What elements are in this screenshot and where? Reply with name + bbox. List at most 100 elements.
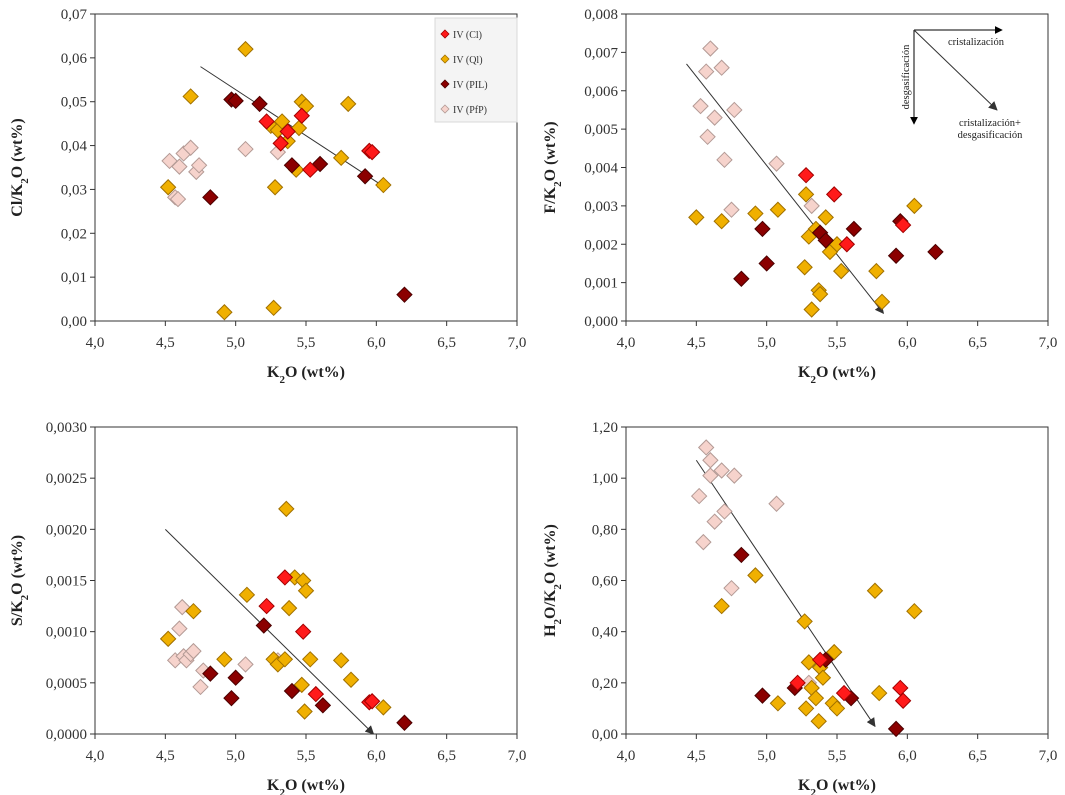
data-point-iv-pfp	[803, 197, 820, 215]
legend-label-iv-pil: IV (PIL)	[453, 80, 488, 91]
crystallization-label: cristalización	[948, 37, 1005, 48]
data-point-iv-cl	[293, 107, 310, 124]
legend-marker-iv-pil	[440, 79, 450, 89]
data-point-iv-pfp	[171, 620, 188, 637]
data-point-iv-pfp	[716, 503, 733, 520]
y-tick-label: 1,20	[592, 420, 618, 436]
y-tick-label: 0,02	[61, 226, 87, 242]
data-point-iv-ql	[375, 699, 392, 716]
data-point-iv-pfp	[169, 190, 187, 208]
x-tick-label: 6,0	[367, 335, 386, 351]
data-point-iv-ql	[866, 582, 884, 599]
y-axis-title: H2O/K2O (wt%)	[542, 524, 564, 637]
data-point-iv-pfp	[726, 467, 743, 484]
data-point-iv-cl	[894, 692, 912, 709]
data-point-iv-pil	[845, 220, 863, 238]
data-point-iv-pfp	[706, 109, 723, 126]
y-tick-label: 0,80	[592, 522, 618, 538]
data-point-iv-pil	[733, 546, 750, 564]
y-tick-label: 0,008	[584, 7, 618, 23]
data-point-iv-cl	[307, 685, 325, 703]
legend-label-iv-pfp: IV (PfP)	[453, 105, 487, 116]
data-point-iv-pfp	[182, 139, 199, 156]
data-point-iv-cl	[302, 161, 319, 178]
data-point-iv-cl	[797, 166, 815, 184]
data-point-iv-pil	[251, 95, 268, 113]
y-tick-label: 0,0025	[46, 471, 87, 487]
data-point-iv-pfp	[697, 63, 715, 80]
x-tick-label: 5,0	[226, 748, 245, 764]
data-point-iv-pil	[887, 720, 905, 738]
y-tick-label: 0,05	[61, 95, 87, 111]
data-point-iv-pfp	[237, 656, 254, 673]
data-point-iv-ql	[807, 689, 825, 707]
data-point-iv-ql	[811, 285, 829, 303]
data-point-iv-ql	[266, 179, 284, 196]
x-tick-label: 6,5	[968, 335, 987, 351]
legend-label-iv-ql: IV (Ql)	[453, 55, 483, 66]
y-tick-label: 0,0010	[46, 625, 87, 641]
y-tick-label: 0,007	[584, 45, 618, 61]
legend-marker-iv-pfp	[440, 104, 450, 114]
data-point-iv-ql	[796, 259, 813, 276]
process-diagram: cristalización desgasificacióncristalizac…	[901, 26, 1023, 141]
y-tick-label: 0,20	[592, 676, 618, 692]
data-point-iv-ql	[828, 700, 846, 717]
data-point-iv-ql	[332, 652, 350, 669]
data-point-iv-cl	[272, 135, 289, 152]
x-tick-label: 4,0	[86, 748, 105, 764]
data-point-iv-ql	[265, 299, 282, 317]
data-point-iv-ql	[713, 213, 730, 230]
data-point-iv-ql	[906, 602, 923, 620]
data-point-iv-ql	[293, 676, 310, 694]
data-point-iv-pil	[758, 255, 775, 272]
trend-arrow	[686, 63, 884, 315]
data-point-iv-cl	[276, 569, 294, 586]
combined-label-line1: cristalización+	[959, 118, 1021, 129]
x-tick-label: 5,0	[757, 748, 776, 764]
data-point-iv-ql	[238, 586, 256, 604]
data-point-iv-pil	[887, 247, 905, 264]
x-tick-label: 4,0	[86, 335, 105, 351]
data-point-iv-cl	[789, 674, 806, 692]
y-tick-label: 0,00	[61, 314, 87, 330]
data-point-iv-ql	[375, 176, 392, 194]
data-point-iv-cl	[258, 113, 275, 130]
legend-marker-iv-cl	[440, 29, 450, 39]
data-point-iv-cl	[894, 216, 912, 234]
data-point-iv-cl	[825, 186, 843, 203]
data-point-iv-pil	[356, 168, 374, 185]
x-tick-label: 5,5	[828, 335, 847, 351]
data-point-iv-pil	[396, 714, 413, 731]
data-point-iv-ql	[297, 582, 315, 599]
data-point-iv-ql	[906, 197, 923, 215]
data-point-iv-ql	[870, 684, 888, 702]
data-point-iv-ql	[159, 630, 177, 648]
y-tick-label: 0,0005	[46, 676, 87, 692]
data-point-iv-pfp	[237, 140, 254, 158]
y-tick-label: 0,00	[592, 727, 618, 743]
trend-arrow	[164, 528, 375, 735]
y-tick-label: 1,00	[592, 471, 618, 487]
chart-panel-3: 4,0 4,5 5,0 5,5 6,0 6,5 7,0 0,0000 0,0005 0,0010 0…	[9, 420, 526, 795]
data-point-iv-pfp	[702, 452, 719, 469]
x-tick-label: 6,5	[968, 748, 987, 764]
data-point-iv-ql	[278, 500, 295, 518]
data-point-iv-ql	[797, 700, 815, 717]
chart-panel-1: 4,0 4,5 5,0 5,5 6,0 6,5 7,0 0,00 0,01 0,02 0,03 0,0…	[9, 7, 526, 386]
data-point-iv-ql	[810, 713, 827, 730]
data-point-iv-ql	[216, 651, 233, 668]
x-tick-label: 7,0	[1039, 335, 1058, 351]
x-tick-label: 5,0	[226, 335, 245, 351]
data-point-iv-pfp	[702, 467, 719, 484]
data-point-iv-ql	[688, 209, 705, 226]
data-point-iv-ql	[747, 205, 764, 222]
plot-frame	[625, 426, 1049, 735]
combined-label-line2: desgasificación	[958, 130, 1023, 141]
data-point-iv-pil	[227, 669, 244, 686]
data-point-iv-pfp	[713, 59, 730, 76]
y-tick-label: 0,03	[61, 182, 87, 198]
trend-arrow	[695, 459, 876, 728]
data-point-iv-ql	[769, 695, 787, 712]
